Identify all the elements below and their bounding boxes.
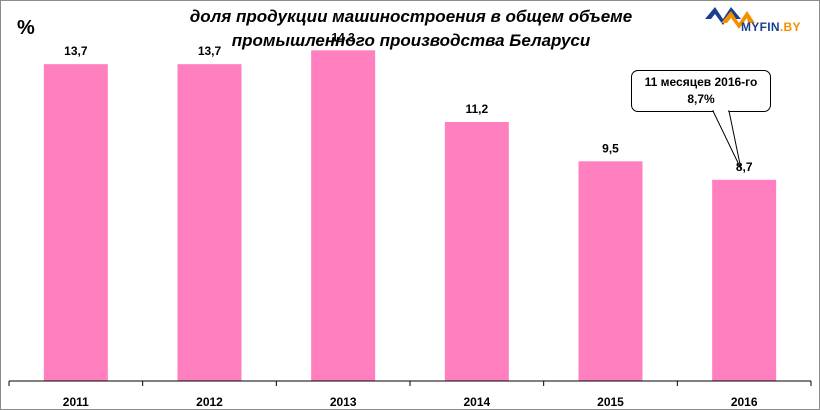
bar-2011 [43, 64, 108, 381]
bar-2012 [177, 64, 242, 381]
value-label-2016: 8,7 [736, 160, 753, 174]
myfin-logo-mark-icon [705, 7, 755, 29]
bar-2016 [712, 179, 777, 381]
x-tick-label-2012: 2012 [196, 395, 223, 409]
annotation-callout: 11 месяцев 2016-го 8,7% [631, 70, 771, 112]
x-tick-label-2014: 2014 [463, 395, 490, 409]
annotation-line-2: 8,7% [687, 92, 715, 106]
x-tick-label-2013: 2013 [330, 395, 357, 409]
myfin-logo: MYFIN.BY [701, 1, 819, 45]
logo-text: MYFIN.BY [741, 20, 801, 34]
logo-text-suffix: .BY [779, 20, 801, 34]
value-label-2012: 13,7 [198, 44, 222, 58]
chart-title-line-2: промышленного производства Беларуси [231, 31, 591, 50]
value-label-2015: 9,5 [602, 141, 619, 155]
x-tick-label-2016: 2016 [731, 395, 758, 409]
value-label-2014: 11,2 [465, 102, 488, 116]
bar-2014 [444, 122, 509, 381]
value-label-2013: 14,3 [331, 30, 355, 44]
annotation-line-1: 11 месяцев 2016-го [644, 75, 758, 89]
chart-title: доля продукции машиностроения в общем об… [151, 5, 671, 53]
x-tick-label-2015: 2015 [597, 395, 624, 409]
value-label-2011: 13,7 [64, 44, 88, 58]
chart-title-line-1: доля продукции машиностроения в общем об… [189, 7, 633, 26]
logo-text-main: MYFIN [741, 20, 780, 34]
bar-2015 [578, 161, 643, 381]
x-tick-label-2011: 2011 [63, 395, 89, 409]
unit-label: % [17, 17, 35, 39]
bar-2013 [311, 50, 376, 381]
